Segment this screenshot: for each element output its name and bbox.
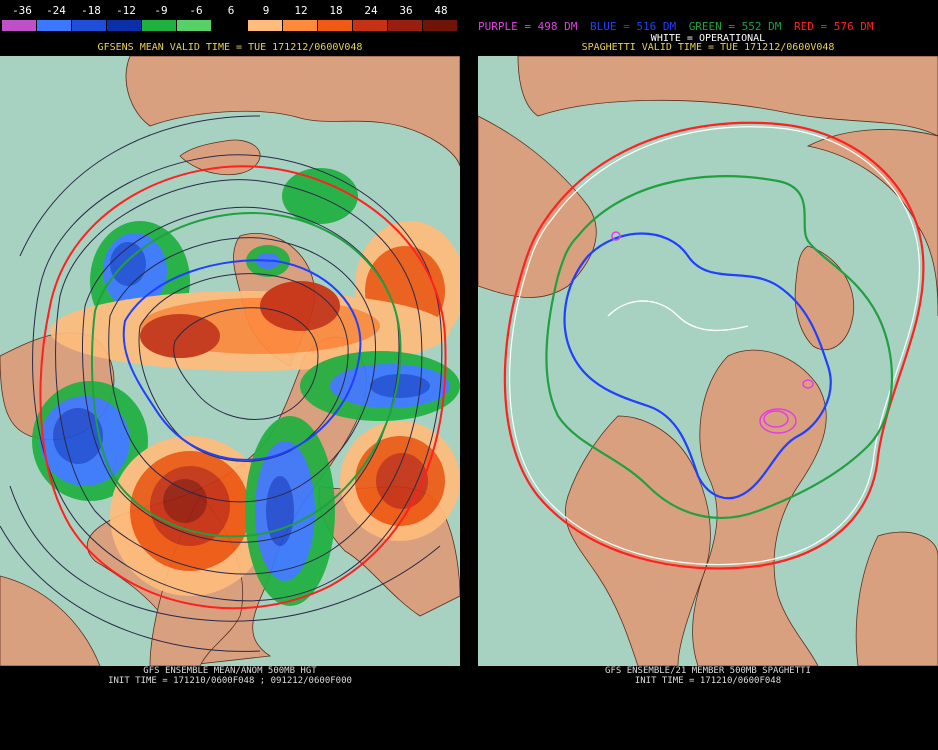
right-footer-line1: GFS ENSEMBLE/21 MEMBER 500MB SPAGHETTI <box>605 666 811 676</box>
spaghetti-red <box>503 121 925 570</box>
legend-swatch <box>282 20 318 31</box>
key-blue: BLUE = 516 DM <box>589 20 677 33</box>
color-legend-bar <box>2 20 459 31</box>
legend-label: -36 <box>12 4 32 17</box>
legend-label: 6 <box>227 4 235 17</box>
left-footer-line1: GFS ENSEMBLE MEAN/ANOM 500MB HGT <box>143 666 317 676</box>
legend-label: -6 <box>189 4 203 17</box>
key-green: GREEN = 552 DM <box>688 20 782 33</box>
legend-swatch <box>212 20 248 31</box>
legend-swatch <box>142 20 178 31</box>
spaghetti-blue <box>563 232 832 500</box>
legend-swatch <box>107 20 143 31</box>
left-footer: GFS ENSEMBLE MEAN/ANOM 500MB HGT INIT TI… <box>0 666 460 686</box>
legend-label: 18 <box>329 4 343 17</box>
legend-swatch <box>37 20 73 31</box>
left-panel-title: GFSENS MEAN VALID TIME = TUE 171212/0600… <box>97 42 363 53</box>
key-contours <box>39 165 447 610</box>
legend-swatch <box>247 20 283 31</box>
legend-label: -24 <box>46 4 66 17</box>
legend-label: 48 <box>434 4 448 17</box>
legend-swatch <box>72 20 108 31</box>
legend-swatch <box>352 20 388 31</box>
key-red: RED = 576 DM <box>794 20 874 33</box>
legend-label: -18 <box>81 4 101 17</box>
legend-swatch <box>317 20 353 31</box>
right-footer: GFS ENSEMBLE/21 MEMBER 500MB SPAGHETTI I… <box>478 666 938 686</box>
legend-label: 24 <box>364 4 378 17</box>
legend-label: 36 <box>399 4 413 17</box>
land-masses-right <box>478 56 938 666</box>
legend-label: 9 <box>262 4 270 17</box>
spaghetti-purple <box>611 231 814 434</box>
legend-swatch <box>2 20 38 31</box>
legend-label: -12 <box>116 4 136 17</box>
right-panel-title: SPAGHETTI VALID TIME = TUE 171212/0600V0… <box>581 42 835 53</box>
right-footer-line2: INIT TIME = 171210/0600F048 <box>634 676 782 686</box>
legend-label: -9 <box>154 4 168 17</box>
spaghetti-key: PURPLE = 498 DM BLUE = 516 DM GREEN = 55… <box>478 20 938 33</box>
legend-labels: -36 -24 -18 -12 -9 -6 6 9 12 18 24 36 48 <box>0 4 460 18</box>
legend-swatch <box>387 20 423 31</box>
spaghetti-green <box>545 175 894 519</box>
left-footer-line2: INIT TIME = 171210/0600F048 ; 091212/060… <box>108 676 352 686</box>
legend-swatch <box>422 20 459 31</box>
key-purple: PURPLE = 498 DM <box>478 20 578 33</box>
operational-key: WHITE = OPERATIONAL <box>650 33 766 44</box>
ensemble-mean-map <box>0 56 460 666</box>
legend-swatch <box>177 20 213 31</box>
legend-label: 12 <box>294 4 308 17</box>
spaghetti-map <box>478 56 938 666</box>
